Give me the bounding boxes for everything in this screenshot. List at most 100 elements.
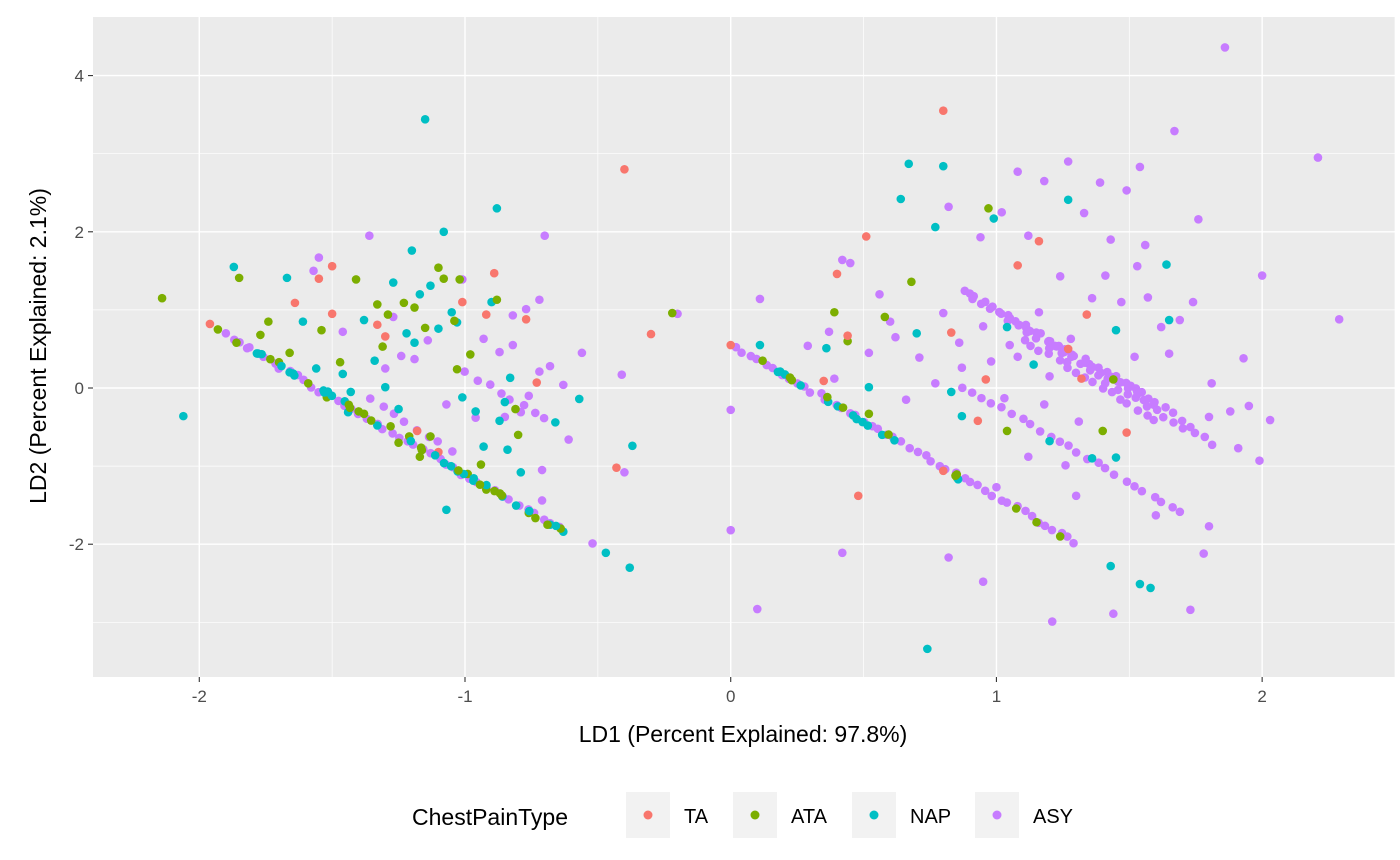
point-asy: [1239, 354, 1248, 363]
point-nap: [904, 159, 914, 169]
point-asy: [1024, 452, 1033, 462]
point-asy: [1007, 409, 1016, 419]
point-asy: [997, 402, 1006, 412]
point-ata: [531, 513, 540, 523]
point-nap: [373, 421, 382, 430]
point-asy: [1158, 412, 1168, 422]
point-nap: [503, 445, 512, 455]
point-asy: [922, 450, 931, 460]
point-ata: [497, 491, 507, 500]
point-asy: [986, 357, 996, 366]
point-ata: [417, 445, 427, 455]
point-asy: [1062, 357, 1072, 367]
point-nap: [288, 369, 298, 378]
point-nap: [989, 214, 999, 223]
point-nap: [1162, 260, 1171, 269]
point-asy: [388, 429, 397, 438]
point-ata: [354, 407, 363, 416]
point-asy: [1225, 407, 1235, 416]
point-nap: [1146, 583, 1155, 593]
legend-label-nap: NAP: [910, 806, 951, 828]
point-nap: [402, 329, 411, 338]
point-ata: [454, 466, 463, 475]
point-asy: [564, 435, 573, 444]
point-asy: [471, 413, 480, 422]
point-asy: [1175, 315, 1185, 325]
point-asy: [1076, 359, 1085, 369]
point-asy: [1143, 293, 1153, 302]
point-nap: [446, 461, 456, 471]
point-asy: [1039, 400, 1049, 409]
point-asy: [752, 604, 762, 614]
point-nap: [896, 194, 906, 204]
point-asy: [1150, 492, 1160, 502]
point-asy: [1334, 314, 1344, 324]
point-asy: [1122, 399, 1131, 408]
point-asy: [1014, 320, 1024, 330]
point-ata: [335, 357, 345, 367]
point-asy: [1055, 356, 1065, 365]
x-tick-label: 2: [1257, 687, 1266, 706]
point-asy: [1143, 411, 1152, 420]
point-ata: [378, 342, 387, 351]
legend-marker-asy: [992, 810, 1002, 820]
point-ata: [466, 350, 475, 359]
point-asy: [1013, 352, 1022, 362]
point-asy: [977, 393, 986, 403]
point-ta: [620, 165, 629, 174]
point-asy: [965, 477, 975, 487]
point-asy: [737, 348, 746, 358]
point-ata: [490, 486, 499, 496]
point-ata: [452, 364, 462, 374]
point-asy: [442, 400, 451, 409]
point-asy: [1178, 424, 1188, 433]
x-tick-label: -1: [457, 687, 472, 706]
point-asy: [1132, 261, 1142, 271]
point-asy: [864, 348, 874, 358]
point-asy: [1055, 272, 1065, 281]
point-ta: [938, 466, 948, 476]
point-asy: [1140, 240, 1150, 250]
point-asy: [1131, 393, 1141, 402]
point-ata: [450, 316, 459, 326]
point-ta: [853, 491, 863, 501]
point-asy: [1039, 176, 1049, 186]
point-asy: [967, 388, 977, 397]
y-tick-label: 2: [75, 223, 84, 242]
point-asy: [1026, 341, 1035, 351]
point-asy: [926, 456, 935, 466]
point-asy: [1168, 502, 1177, 512]
point-nap: [1111, 453, 1121, 462]
point-asy: [1071, 448, 1081, 457]
point-asy: [1122, 477, 1132, 486]
point-asy: [577, 348, 587, 358]
legend-label-ata: ATA: [791, 806, 828, 828]
point-asy: [1109, 470, 1119, 479]
point-asy: [803, 341, 813, 351]
point-asy: [1204, 412, 1214, 422]
point-asy: [1095, 178, 1105, 187]
point-asy: [1116, 378, 1125, 387]
point-asy: [1002, 498, 1012, 507]
point-asy: [1255, 456, 1264, 465]
point-nap: [628, 441, 637, 451]
point-asy: [535, 367, 544, 376]
point-ata: [785, 373, 795, 382]
point-ta: [938, 106, 948, 116]
point-nap: [370, 356, 379, 365]
point-ata: [234, 273, 244, 283]
point-ta: [946, 328, 956, 337]
point-asy: [1094, 458, 1103, 468]
x-tick-label: 1: [992, 687, 1001, 706]
point-asy: [1044, 337, 1053, 347]
point-asy: [423, 336, 433, 345]
point-nap: [420, 115, 430, 124]
point-asy: [588, 539, 597, 548]
point-asy: [755, 294, 765, 304]
point-ta: [314, 274, 324, 283]
point-nap: [516, 468, 526, 477]
point-asy: [495, 347, 504, 357]
x-axis-title: LD1 (Percent Explained: 97.8%): [579, 721, 908, 747]
point-asy: [915, 353, 924, 362]
